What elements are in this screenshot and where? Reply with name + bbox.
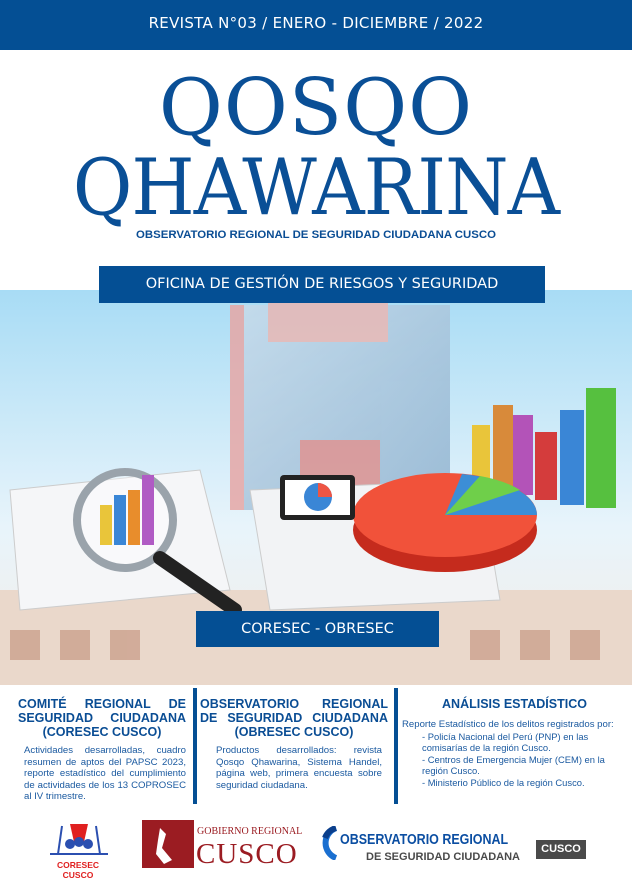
coresec-emblem-icon xyxy=(50,824,108,855)
gobierno-big: CUSCO xyxy=(196,838,298,870)
gobierno-small: GOBIERNO REGIONAL xyxy=(197,826,303,837)
divider xyxy=(394,688,398,804)
title-line-2: QHAWARINA xyxy=(72,143,560,233)
magnifier xyxy=(73,468,242,617)
column-body: Actividades desarrolladas, cuadro resume… xyxy=(24,745,186,802)
issue-header: REVISTA N°03 / ENERO - DICIEMBRE / 2022 xyxy=(0,0,632,50)
office-banner: OFICINA DE GESTIÓN DE RIESGOS Y SEGURIDA… xyxy=(99,266,545,303)
column-analisis: ANÁLISIS ESTADÍSTICO Reporte Estadístico… xyxy=(402,697,627,788)
subtitle: OBSERVATORIO REGIONAL DE SEGURIDAD CIUDA… xyxy=(136,229,496,241)
column-body: Reporte Estadístico de los delitos regis… xyxy=(402,719,614,730)
coresec-text: CORESEC CUSCO xyxy=(56,860,100,880)
logos-row: CORESEC CUSCO GOBIERNO REGIONAL CUSCO OB… xyxy=(0,818,632,880)
cusco-map-emblem-icon xyxy=(142,820,194,868)
column-body: Productos desarrollados: revista Qosqo Q… xyxy=(216,745,382,791)
gobierno-regional-logo: GOBIERNO REGIONAL CUSCO xyxy=(142,820,302,870)
observatorio-arc-icon xyxy=(322,826,338,860)
title-line-1: QOSQO xyxy=(158,63,474,153)
column-obresec: OBSERVATORIO REGIONAL DE SEGURIDAD CIUDA… xyxy=(200,697,388,791)
obs-tag: CUSCO xyxy=(536,840,586,859)
tablet xyxy=(280,475,355,520)
list-item: - Centros de Emergencia Mujer (CEM) en l… xyxy=(422,753,605,777)
section-banner: CORESEC - OBRESEC xyxy=(196,611,439,647)
list-item: - Policía Nacional del Perú (PNP) en las… xyxy=(422,730,589,754)
column-coresec: COMITÉ REGIONAL DE SEGURIDAD CIUDADANA (… xyxy=(18,697,186,803)
divider xyxy=(193,688,197,804)
coresec-logo: CORESEC CUSCO xyxy=(48,820,110,880)
bar-chart-3d xyxy=(472,388,616,508)
column-heading: COMITÉ REGIONAL DE SEGURIDAD CIUDADANA (… xyxy=(18,697,186,739)
column-heading: ANÁLISIS ESTADÍSTICO xyxy=(442,697,587,711)
column-heading: OBSERVATORIO REGIONAL DE SEGURIDAD CIUDA… xyxy=(200,697,388,739)
obs-line1: OBSERVATORIO REGIONAL xyxy=(340,832,509,848)
list-item: - Ministerio Público de la región Cusco. xyxy=(422,776,585,788)
obs-line2: DE SEGURIDAD CIUDADANA xyxy=(366,851,521,863)
observatorio-logo: OBSERVATORIO REGIONAL DE SEGURIDAD CIUDA… xyxy=(322,826,587,870)
pie-chart-3d xyxy=(353,473,537,572)
source-list: - Policía Nacional del Perú (PNP) en las… xyxy=(422,731,627,789)
cover-photo xyxy=(0,290,632,685)
